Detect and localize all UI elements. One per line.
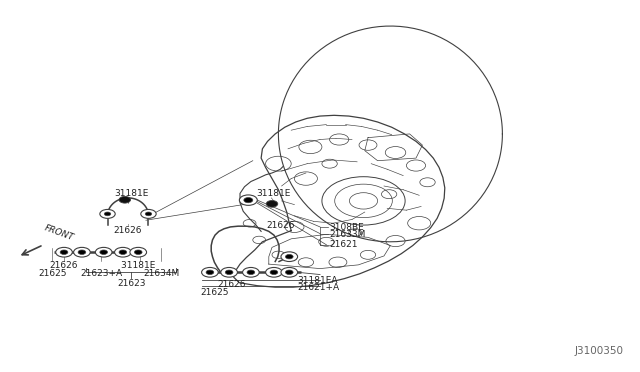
Circle shape bbox=[243, 267, 259, 277]
Circle shape bbox=[266, 267, 282, 277]
Circle shape bbox=[244, 198, 253, 203]
Circle shape bbox=[56, 247, 72, 257]
Text: 31181E: 31181E bbox=[122, 261, 157, 270]
Text: 31181EA: 31181EA bbox=[298, 276, 338, 285]
Circle shape bbox=[225, 270, 233, 275]
Circle shape bbox=[104, 212, 111, 216]
Text: 21623+A: 21623+A bbox=[80, 269, 122, 278]
Circle shape bbox=[119, 250, 127, 254]
Circle shape bbox=[119, 196, 131, 203]
Circle shape bbox=[285, 270, 293, 275]
Circle shape bbox=[239, 195, 257, 205]
Text: 21626: 21626 bbox=[218, 280, 246, 289]
Circle shape bbox=[285, 254, 293, 259]
Circle shape bbox=[202, 267, 218, 277]
Text: 21621+A: 21621+A bbox=[298, 283, 340, 292]
Text: 3108BE: 3108BE bbox=[329, 223, 364, 232]
Circle shape bbox=[247, 270, 255, 275]
Circle shape bbox=[281, 252, 298, 262]
Circle shape bbox=[115, 247, 131, 257]
Circle shape bbox=[95, 247, 112, 257]
Circle shape bbox=[221, 267, 237, 277]
Circle shape bbox=[141, 209, 156, 218]
Text: 31181E: 31181E bbox=[114, 189, 148, 198]
Text: 21626: 21626 bbox=[266, 221, 294, 230]
Text: 31181E: 31181E bbox=[257, 189, 291, 198]
Circle shape bbox=[60, 250, 68, 254]
Circle shape bbox=[78, 250, 86, 254]
Text: 21626: 21626 bbox=[114, 226, 142, 235]
Circle shape bbox=[100, 250, 108, 254]
Text: 21621: 21621 bbox=[329, 240, 358, 249]
Circle shape bbox=[134, 250, 142, 254]
Text: 21623: 21623 bbox=[117, 279, 145, 288]
Circle shape bbox=[74, 247, 90, 257]
Text: 21625: 21625 bbox=[38, 269, 67, 278]
Text: 21634M: 21634M bbox=[143, 269, 179, 278]
Circle shape bbox=[100, 209, 115, 218]
Circle shape bbox=[281, 267, 298, 277]
Circle shape bbox=[206, 270, 214, 275]
Circle shape bbox=[266, 201, 278, 207]
Circle shape bbox=[270, 270, 278, 275]
Text: 21626: 21626 bbox=[50, 261, 78, 270]
Text: J3100350: J3100350 bbox=[575, 346, 624, 356]
Text: 21625: 21625 bbox=[201, 288, 229, 297]
Circle shape bbox=[130, 247, 147, 257]
Text: FRONT: FRONT bbox=[44, 224, 76, 243]
Text: 21633M: 21633M bbox=[329, 230, 365, 239]
Circle shape bbox=[145, 212, 152, 216]
